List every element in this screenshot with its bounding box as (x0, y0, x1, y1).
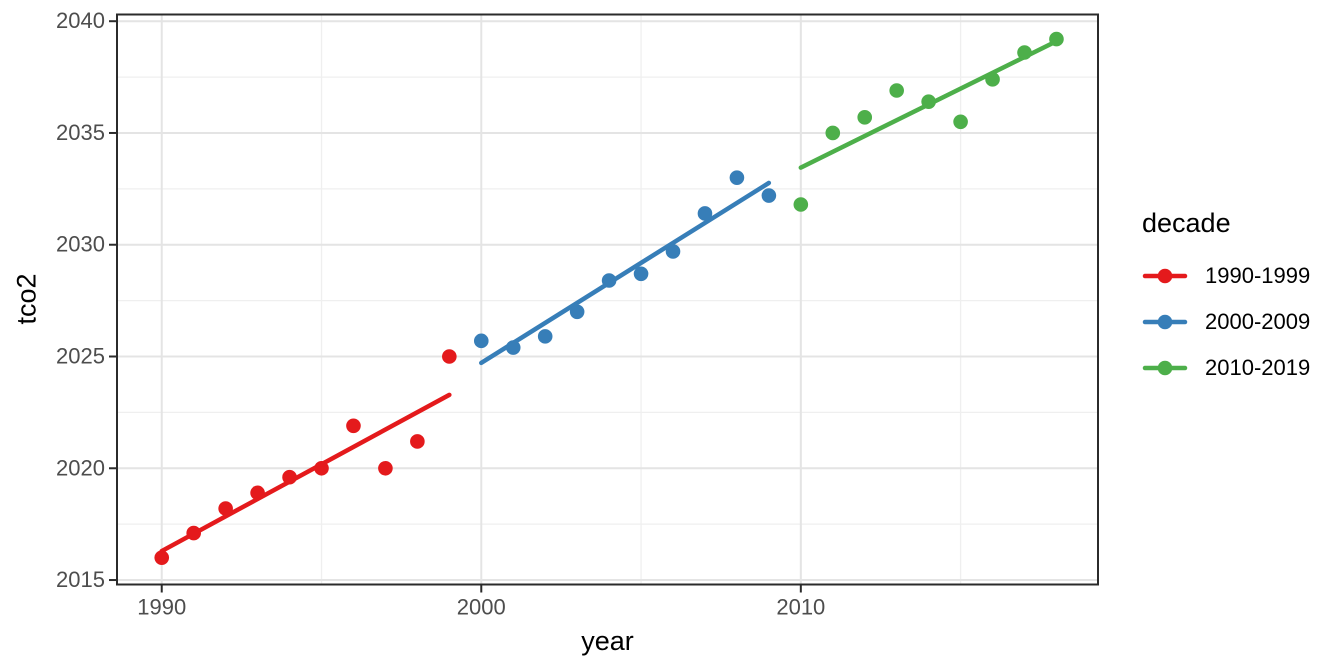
data-point-2010-2019 (921, 94, 936, 109)
legend-key-dot (1157, 314, 1173, 330)
data-point-2010-2019 (1049, 31, 1064, 47)
data-point-1990-1999 (218, 501, 233, 516)
panel-background (117, 14, 1098, 585)
legend-item-2010-2019: 2010-2019 (1142, 345, 1310, 391)
data-point-2000-2009 (665, 244, 681, 259)
legend: decade 1990-1999 2000-2009 2010-2019 (1142, 208, 1310, 391)
legend-item-label: 2000-2009 (1205, 309, 1311, 334)
data-point-1990-1999 (250, 485, 265, 501)
data-point-2000-2009 (729, 170, 745, 185)
legend-key-dot (1157, 360, 1173, 376)
x-tick-label: 2000 (457, 595, 506, 620)
legend-key-icon (1142, 268, 1188, 284)
x-axis-title: year (581, 626, 634, 656)
legend-key-icon (1142, 360, 1188, 376)
x-tick-label: 1990 (137, 595, 186, 620)
data-point-2010-2019 (985, 72, 1000, 87)
data-point-2000-2009 (633, 266, 649, 282)
data-point-2010-2019 (857, 110, 873, 125)
y-axis-title: tco2 (11, 273, 42, 325)
y-tick-label: 2020 (56, 455, 105, 480)
legend-title: decade (1142, 208, 1231, 238)
data-point-2000-2009 (537, 329, 553, 344)
legend-key-dot (1157, 268, 1173, 284)
y-tick-label: 2035 (56, 120, 105, 145)
trend-line-1990-1999 (159, 392, 452, 554)
data-point-1990-1999 (186, 525, 201, 541)
data-point-2000-2009 (473, 333, 489, 349)
data-point-2000-2009 (697, 206, 713, 221)
data-point-2000-2009 (505, 340, 521, 355)
trend-line-2000-2009 (479, 180, 772, 366)
legend-key-icon (1142, 314, 1188, 330)
data-point-1990-1999 (410, 434, 425, 449)
y-tick-label: 2015 (56, 567, 105, 592)
legend-item-label: 2010-2019 (1205, 355, 1311, 380)
data-point-1990-1999 (314, 460, 329, 476)
x-tick-label: 2010 (776, 595, 825, 620)
data-point-2010-2019 (1017, 45, 1032, 60)
data-point-2010-2019 (889, 83, 904, 98)
data-point-1990-1999 (282, 469, 297, 485)
y-tick-label: 2040 (56, 8, 105, 33)
data-point-2000-2009 (601, 273, 617, 288)
data-point-2010-2019 (825, 125, 841, 141)
data-point-2000-2009 (761, 188, 777, 203)
data-point-2010-2019 (953, 114, 968, 130)
data-point-1990-1999 (154, 550, 170, 565)
legend-item-2000-2009: 2000-2009 (1142, 299, 1310, 345)
data-point-1990-1999 (346, 418, 361, 434)
data-point-2010-2019 (793, 197, 809, 212)
data-point-1990-1999 (378, 460, 393, 476)
panel-border (116, 13, 1099, 586)
data-point-1990-1999 (442, 349, 457, 364)
y-tick-label: 2030 (56, 232, 105, 257)
legend-item-label: 1990-1999 (1205, 263, 1311, 288)
y-tick-label: 2025 (56, 344, 105, 369)
legend-items: 1990-1999 2000-2009 2010-2019 (1142, 253, 1310, 391)
data-point-2000-2009 (569, 304, 585, 320)
legend-item-1990-1999: 1990-1999 (1142, 253, 1310, 299)
